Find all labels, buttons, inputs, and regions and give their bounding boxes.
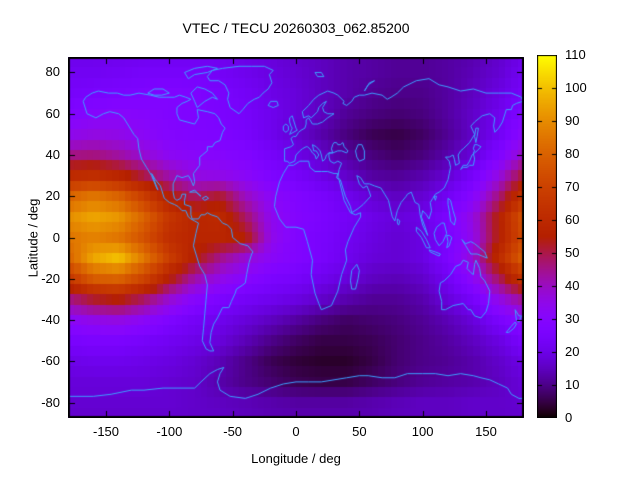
x-tick-label: -100 [156, 424, 183, 439]
colorbar-tick-label: 40 [565, 278, 580, 293]
colorbar-canvas [537, 55, 557, 418]
tec-heatmap-canvas [68, 57, 524, 418]
x-tick-label: 0 [292, 424, 300, 439]
colorbar-tick-label: 60 [565, 212, 580, 227]
x-tick-label: 150 [475, 424, 497, 439]
colorbar-tick-label: 10 [565, 377, 580, 392]
y-tick-label: -60 [41, 353, 60, 369]
y-tick-label: -40 [41, 312, 60, 327]
x-tick-label: -50 [223, 424, 243, 439]
colorbar-tick-label: 100 [565, 80, 587, 95]
chart-title: VTEC / TECU 20260303_062.85200 [182, 20, 410, 36]
x-tick-label: 50 [352, 424, 367, 439]
x-tick-label: 100 [411, 424, 434, 439]
colorbar-tick-label: 110 [565, 47, 586, 62]
colorbar-tick-label: 70 [565, 179, 580, 194]
y-axis-label: Latitude / deg [25, 198, 41, 278]
y-tick-label: 40 [45, 146, 60, 162]
x-tick-label: -150 [92, 424, 120, 439]
y-tick-label: 80 [45, 64, 60, 80]
y-tick-label: 60 [45, 105, 60, 121]
colorbar-tick-label: 80 [565, 146, 580, 161]
y-tick-label: -80 [41, 394, 60, 410]
colorbar-tick-label: 30 [565, 311, 580, 326]
colorbar-tick-label: 20 [565, 344, 580, 359]
x-axis-label: Longitude / deg [251, 451, 341, 466]
colorbar-tick-label: 50 [565, 245, 580, 260]
colorbar-tick-label: 0 [565, 410, 573, 425]
colorbar-tick-label: 90 [565, 113, 580, 128]
